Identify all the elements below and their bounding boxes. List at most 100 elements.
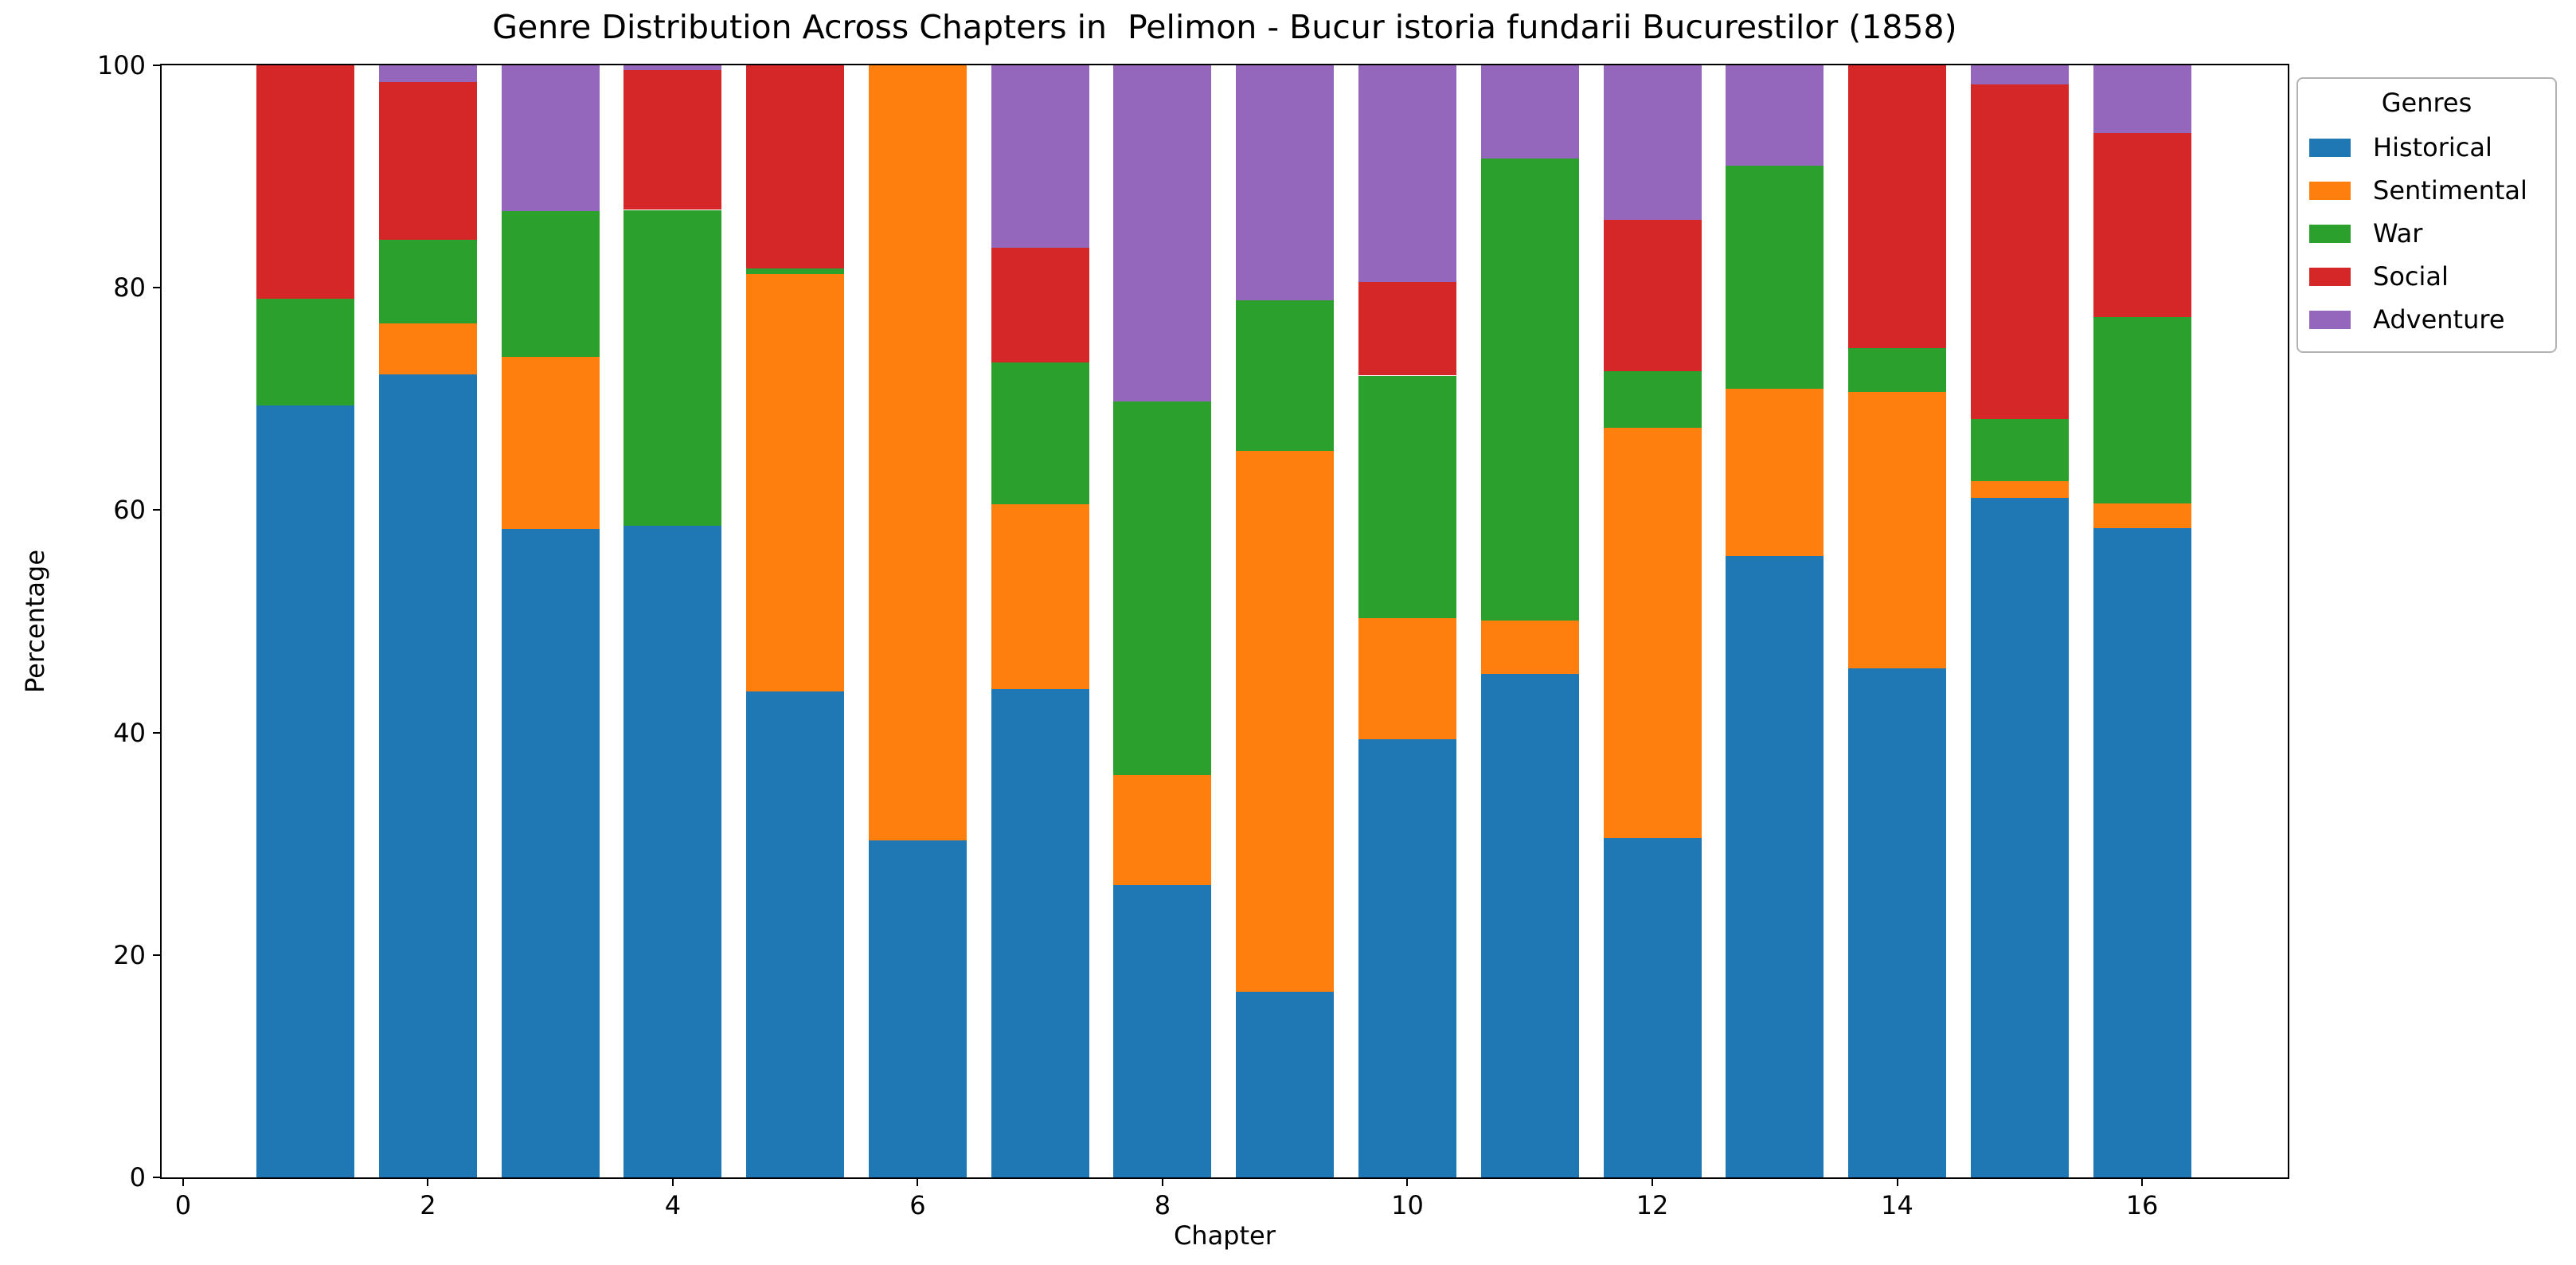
y-axis-tick-40 bbox=[152, 731, 162, 734]
bar-segment-sentimental-ch9 bbox=[1236, 451, 1335, 992]
bar-segment-war-ch13 bbox=[1726, 165, 1824, 390]
legend-swatch-war bbox=[2309, 224, 2351, 243]
bar-segment-war-ch5 bbox=[746, 268, 845, 275]
bar-segment-historical-ch15 bbox=[1970, 498, 2069, 1177]
y-axis-tick-label-20: 20 bbox=[113, 939, 146, 970]
bar-segment-historical-ch9 bbox=[1236, 991, 1335, 1177]
y-axis-tick-0 bbox=[152, 1176, 162, 1178]
legend-items: Historical Sentimental War Social Adventure bbox=[2309, 133, 2544, 334]
bar-segment-social-ch15 bbox=[1970, 84, 2069, 419]
bar-segment-social-ch2 bbox=[378, 81, 477, 241]
x-axis-tick-16 bbox=[2141, 1177, 2144, 1186]
bar-segment-war-ch7 bbox=[991, 362, 1089, 505]
x-axis-tick-10 bbox=[1406, 1177, 1409, 1186]
legend-item-sentimental: Sentimental bbox=[2309, 176, 2544, 205]
bar-segment-war-ch14 bbox=[1848, 347, 1947, 393]
bar-segment-sentimental-ch3 bbox=[501, 356, 600, 530]
chart-title: Genre Distribution Across Chapters in Pe… bbox=[492, 8, 1957, 46]
bar-segment-war-ch9 bbox=[1236, 300, 1335, 452]
y-axis-tick-80 bbox=[152, 287, 162, 289]
bar-segment-war-ch1 bbox=[256, 299, 355, 406]
bar-segment-adventure-ch15 bbox=[1970, 65, 2069, 84]
bar-segment-sentimental-ch15 bbox=[1970, 481, 2069, 499]
legend: Genres Historical Sentimental War Social Adv… bbox=[2297, 77, 2557, 353]
y-axis-tick-60 bbox=[152, 509, 162, 511]
bar-segment-sentimental-ch10 bbox=[1358, 617, 1456, 739]
y-axis-tick-100 bbox=[152, 65, 162, 66]
legend-item-adventure: Adventure bbox=[2309, 305, 2544, 334]
bar-segment-sentimental-ch5 bbox=[746, 274, 845, 691]
legend-swatch-sentimental bbox=[2309, 181, 2351, 200]
bar-segment-social-ch5 bbox=[746, 65, 845, 269]
bar-segment-sentimental-ch6 bbox=[868, 65, 967, 841]
bar-segment-adventure-ch11 bbox=[1480, 65, 1579, 159]
bar-segment-war-ch10 bbox=[1358, 375, 1456, 618]
bar-segment-sentimental-ch16 bbox=[2093, 503, 2191, 528]
bar-segment-adventure-ch3 bbox=[501, 65, 600, 211]
bar-segment-war-ch15 bbox=[1970, 418, 2069, 482]
bar-segment-social-ch1 bbox=[256, 65, 355, 300]
bar-segment-historical-ch5 bbox=[746, 691, 845, 1177]
bar-segment-adventure-ch9 bbox=[1236, 65, 1335, 300]
x-axis-tick-label-16: 16 bbox=[2125, 1189, 2159, 1220]
bar-segment-social-ch10 bbox=[1358, 282, 1456, 376]
bar-segment-social-ch7 bbox=[991, 247, 1089, 362]
bar-segment-war-ch11 bbox=[1480, 159, 1579, 621]
legend-label-social: Social bbox=[2373, 261, 2449, 292]
legend-title: Genres bbox=[2381, 88, 2472, 118]
bar-segment-historical-ch11 bbox=[1480, 673, 1579, 1177]
bar-segment-historical-ch6 bbox=[868, 840, 967, 1177]
legend-label-historical: Historical bbox=[2373, 132, 2492, 163]
legend-item-social: Social bbox=[2309, 262, 2544, 291]
legend-item-war: War bbox=[2309, 219, 2544, 248]
legend-item-historical: Historical bbox=[2309, 133, 2544, 162]
bar-segment-adventure-ch4 bbox=[623, 65, 722, 70]
bar-segment-war-ch16 bbox=[2093, 316, 2191, 504]
x-axis-label: Chapter bbox=[1173, 1220, 1276, 1251]
y-axis-tick-label-80: 80 bbox=[113, 272, 146, 304]
legend-swatch-adventure bbox=[2309, 310, 2351, 329]
y-axis-tick-label-100: 100 bbox=[96, 50, 146, 80]
bar-segment-historical-ch10 bbox=[1358, 738, 1456, 1177]
bar-segment-adventure-ch12 bbox=[1603, 65, 1702, 221]
bar-segment-social-ch12 bbox=[1603, 220, 1702, 371]
bar-segment-historical-ch1 bbox=[256, 405, 355, 1177]
bar-segment-historical-ch7 bbox=[991, 689, 1089, 1177]
bar-segment-sentimental-ch8 bbox=[1113, 774, 1212, 885]
legend-label-sentimental: Sentimental bbox=[2373, 175, 2527, 206]
bar-segment-historical-ch12 bbox=[1603, 838, 1702, 1177]
bar-segment-war-ch4 bbox=[623, 210, 722, 526]
bar-segment-war-ch2 bbox=[378, 240, 477, 323]
bar-segment-adventure-ch16 bbox=[2093, 65, 2191, 134]
bar-segment-historical-ch13 bbox=[1726, 555, 1824, 1177]
x-axis-tick-8 bbox=[1161, 1177, 1163, 1186]
x-axis-tick-label-14: 14 bbox=[1881, 1189, 1913, 1220]
bar-segment-sentimental-ch14 bbox=[1848, 392, 1947, 668]
bar-segment-adventure-ch13 bbox=[1726, 65, 1824, 166]
bar-segment-historical-ch3 bbox=[501, 529, 600, 1177]
x-axis-tick-2 bbox=[427, 1177, 429, 1186]
x-axis-tick-label-12: 12 bbox=[1636, 1189, 1669, 1220]
y-axis-label: Percentage bbox=[20, 549, 50, 694]
y-axis-tick-label-60: 60 bbox=[113, 495, 146, 526]
bar-segment-adventure-ch10 bbox=[1358, 65, 1456, 283]
legend-label-adventure: Adventure bbox=[2373, 304, 2505, 335]
bar-segment-social-ch16 bbox=[2093, 133, 2191, 317]
bar-segment-sentimental-ch11 bbox=[1480, 620, 1579, 674]
bar-segment-historical-ch16 bbox=[2093, 527, 2191, 1177]
x-axis-tick-label-6: 6 bbox=[909, 1189, 926, 1220]
bar-segment-war-ch8 bbox=[1113, 401, 1212, 775]
x-axis-tick-12 bbox=[1652, 1177, 1654, 1186]
bar-segment-war-ch12 bbox=[1603, 370, 1702, 429]
bar-segment-historical-ch8 bbox=[1113, 884, 1212, 1177]
bar-segment-adventure-ch8 bbox=[1113, 65, 1212, 401]
bar-segment-social-ch4 bbox=[623, 69, 722, 210]
bar-segment-sentimental-ch2 bbox=[378, 323, 477, 375]
x-axis-tick-6 bbox=[917, 1177, 919, 1186]
legend-label-war: War bbox=[2373, 218, 2423, 249]
x-axis-tick-label-4: 4 bbox=[664, 1189, 682, 1220]
bar-segment-adventure-ch7 bbox=[991, 65, 1089, 248]
y-axis-tick-label-0: 0 bbox=[129, 1161, 146, 1193]
bar-segment-war-ch3 bbox=[501, 210, 600, 357]
